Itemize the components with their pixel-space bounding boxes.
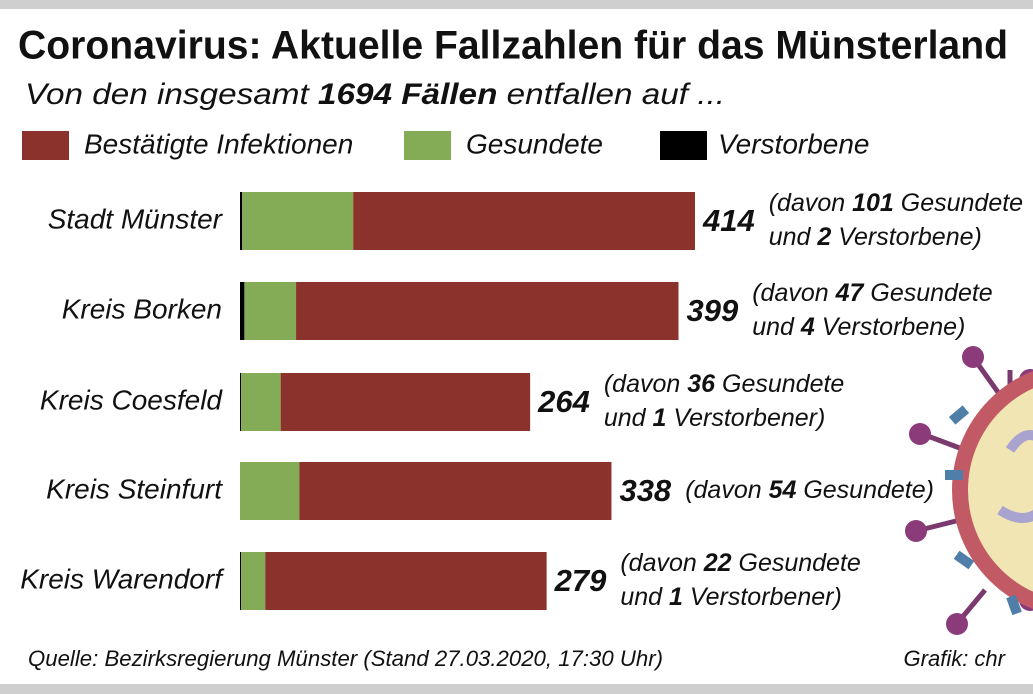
annotation-line: und 4 Verstorbene) bbox=[752, 313, 965, 341]
bar-segment bbox=[265, 552, 547, 610]
annotation-part: und bbox=[604, 404, 653, 432]
annotation-line: (davon 22 Gesundete bbox=[620, 549, 860, 577]
chart-title: Coronavirus: Aktuelle Fallzahlen für das… bbox=[18, 24, 1008, 68]
annotation-part: Verstorbener) bbox=[666, 404, 825, 432]
annotation-part: (davon bbox=[620, 549, 703, 577]
bar-segment bbox=[240, 552, 242, 610]
annotation-line: (davon 36 Gesundete bbox=[604, 370, 844, 398]
bar-segment bbox=[353, 192, 695, 250]
total-label: 338 bbox=[619, 473, 671, 508]
annotation-part: 4 bbox=[800, 313, 815, 341]
bar-segment bbox=[242, 192, 354, 250]
annotation-part: Verstorbene) bbox=[815, 313, 966, 341]
annotation-line: (davon 101 Gesundete bbox=[769, 189, 1023, 217]
bar-segment bbox=[240, 192, 243, 250]
source-note: Quelle: Bezirksregierung Münster (Stand … bbox=[28, 646, 663, 671]
legend-swatch bbox=[404, 131, 451, 160]
annotation-part: und bbox=[752, 313, 801, 341]
annotation-part: und bbox=[769, 223, 818, 251]
category-label: Kreis Warendorf bbox=[20, 563, 225, 594]
subtitle-part: 1694 Fällen bbox=[318, 78, 497, 111]
annotation-part: und bbox=[620, 583, 669, 611]
total-label: 279 bbox=[554, 563, 607, 598]
bar-segment bbox=[240, 373, 242, 431]
annotation-line: (davon 54 Gesundete) bbox=[685, 476, 934, 504]
chart-subtitle: Von den insgesamt 1694 Fällen entfallen … bbox=[25, 78, 725, 111]
bar-segment bbox=[240, 282, 245, 340]
annotation-part: Gesundete bbox=[715, 370, 844, 398]
annotation-part: Gesundete bbox=[732, 549, 861, 577]
annotation-part: Verstorbene) bbox=[831, 223, 982, 251]
virus-illustration bbox=[905, 346, 1033, 635]
annotation-part: 22 bbox=[703, 549, 732, 577]
annotation-part: 101 bbox=[852, 189, 894, 217]
top-band bbox=[0, 0, 1033, 9]
annotation-line: (davon 47 Gesundete bbox=[752, 279, 992, 307]
annotation-line: und 1 Verstorbener) bbox=[604, 404, 825, 432]
bar-segment bbox=[244, 282, 297, 340]
bar-segment bbox=[280, 373, 531, 431]
category-label: Kreis Coesfeld bbox=[40, 384, 224, 415]
annotation-line: und 2 Verstorbene) bbox=[769, 223, 982, 251]
bar-segment bbox=[296, 282, 679, 340]
annotation-part: 2 bbox=[816, 223, 831, 251]
subtitle-part: entfallen auf ... bbox=[497, 78, 725, 111]
annotation-part: 1 bbox=[669, 583, 683, 611]
bar-segment bbox=[241, 373, 281, 431]
annotation-part: Gesundete) bbox=[796, 476, 934, 504]
annotation-part: Gesundete bbox=[894, 189, 1023, 217]
bar-segment bbox=[241, 552, 266, 610]
annotation-part: (davon bbox=[769, 189, 852, 217]
annotation-part: Verstorbener) bbox=[683, 583, 842, 611]
subtitle-part: Von den insgesamt bbox=[25, 78, 318, 111]
legend-label: Verstorbene bbox=[718, 128, 870, 159]
legend-swatch bbox=[660, 131, 707, 160]
category-label: Stadt Münster bbox=[48, 203, 224, 234]
annotation-part: Gesundete bbox=[863, 279, 992, 307]
annotation-line: und 1 Verstorbener) bbox=[620, 583, 841, 611]
bar-segment bbox=[299, 462, 612, 520]
legend-swatch bbox=[22, 131, 69, 160]
annotation-part: 54 bbox=[769, 476, 797, 504]
legend-label: Bestätigte Infektionen bbox=[84, 128, 353, 159]
total-label: 264 bbox=[537, 384, 590, 419]
annotation-part: (davon bbox=[752, 279, 835, 307]
total-label: 414 bbox=[702, 203, 755, 238]
annotation-part: 36 bbox=[687, 370, 716, 398]
total-label: 399 bbox=[687, 293, 739, 328]
category-label: Kreis Steinfurt bbox=[46, 473, 223, 504]
annotation-part: (davon bbox=[604, 370, 687, 398]
annotation-part: 1 bbox=[653, 404, 667, 432]
category-label: Kreis Borken bbox=[62, 293, 222, 324]
legend-label: Gesundete bbox=[466, 128, 603, 159]
bottom-band bbox=[0, 684, 1033, 694]
bar-segment bbox=[240, 462, 300, 520]
annotation-part: 47 bbox=[835, 279, 865, 307]
credit: Grafik: chr bbox=[904, 646, 1007, 671]
annotation-part: (davon bbox=[685, 476, 768, 504]
